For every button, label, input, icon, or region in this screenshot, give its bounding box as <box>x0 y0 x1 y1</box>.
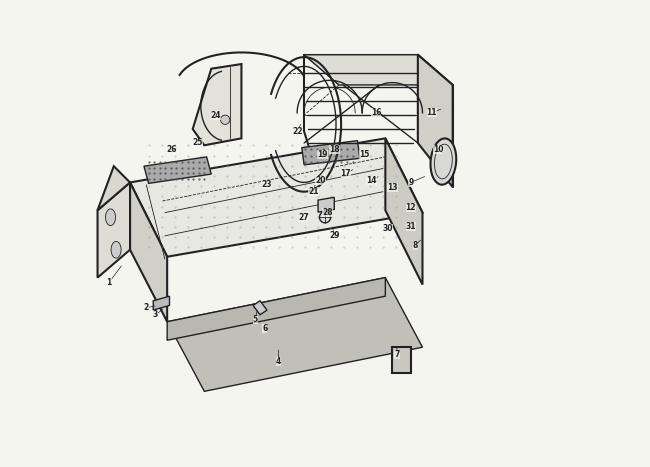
Text: 3: 3 <box>153 310 158 319</box>
Text: 4: 4 <box>276 357 281 366</box>
Polygon shape <box>144 157 211 184</box>
Text: 31: 31 <box>406 222 416 231</box>
Text: 24: 24 <box>211 111 221 120</box>
Text: 16: 16 <box>370 108 382 117</box>
Polygon shape <box>302 141 360 165</box>
Polygon shape <box>304 55 452 85</box>
Text: 26: 26 <box>166 145 177 155</box>
Polygon shape <box>130 138 422 257</box>
Polygon shape <box>111 241 121 258</box>
Polygon shape <box>385 138 422 284</box>
Text: 29: 29 <box>329 231 339 241</box>
Text: 6: 6 <box>262 324 267 333</box>
Text: 30: 30 <box>382 224 393 234</box>
Text: 2: 2 <box>144 303 149 312</box>
Polygon shape <box>192 64 241 145</box>
Polygon shape <box>418 55 452 187</box>
Text: 10: 10 <box>434 145 444 155</box>
Ellipse shape <box>430 138 456 184</box>
Polygon shape <box>253 301 267 315</box>
Text: 25: 25 <box>192 139 203 148</box>
Text: 19: 19 <box>317 150 328 159</box>
Text: 7: 7 <box>395 350 400 359</box>
Polygon shape <box>98 166 130 210</box>
Text: 22: 22 <box>292 127 302 136</box>
Polygon shape <box>105 209 116 226</box>
Polygon shape <box>318 197 334 212</box>
Text: 28: 28 <box>322 208 333 217</box>
Text: 8: 8 <box>413 241 418 249</box>
Polygon shape <box>393 347 411 373</box>
Text: 12: 12 <box>406 204 416 212</box>
Text: 11: 11 <box>426 108 437 117</box>
Text: 9: 9 <box>408 178 413 187</box>
Polygon shape <box>153 296 170 310</box>
Text: 15: 15 <box>359 150 370 159</box>
Polygon shape <box>167 277 385 340</box>
Polygon shape <box>130 183 167 322</box>
Polygon shape <box>98 183 130 277</box>
Text: 14: 14 <box>366 176 376 184</box>
Text: 5: 5 <box>253 315 258 324</box>
Polygon shape <box>167 277 422 391</box>
Text: 1: 1 <box>107 278 112 287</box>
Text: 17: 17 <box>341 169 351 177</box>
Circle shape <box>220 115 230 124</box>
Text: 20: 20 <box>315 176 326 184</box>
Text: 18: 18 <box>329 145 339 155</box>
Text: 13: 13 <box>387 183 398 191</box>
Text: 21: 21 <box>308 187 318 196</box>
Circle shape <box>319 212 331 223</box>
Text: 23: 23 <box>262 180 272 189</box>
Text: 27: 27 <box>299 213 309 222</box>
